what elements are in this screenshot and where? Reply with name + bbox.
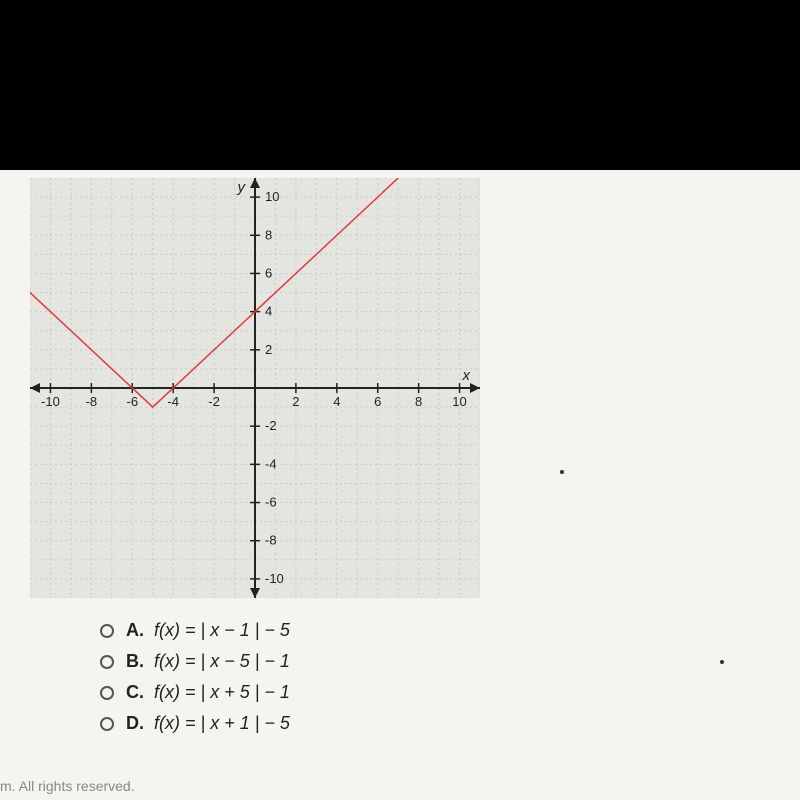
svg-text:8: 8 xyxy=(265,227,272,242)
svg-text:6: 6 xyxy=(265,265,272,280)
svg-text:10: 10 xyxy=(452,394,466,409)
stray-dot xyxy=(720,660,724,664)
svg-text:-4: -4 xyxy=(167,394,179,409)
svg-text:8: 8 xyxy=(415,394,422,409)
absolute-value-graph: -10 -8 -6 -4 -2 2 4 6 8 10 -10 -8 -6 -4 -2 2 4 6 8 10 x y xyxy=(30,178,480,598)
svg-text:2: 2 xyxy=(265,342,272,357)
svg-text:y: y xyxy=(237,179,247,196)
radio-icon[interactable] xyxy=(100,624,114,638)
option-letter: C. xyxy=(126,682,154,703)
svg-text:4: 4 xyxy=(265,304,272,319)
option-expression: f(x) = | x − 1 | − 5 xyxy=(154,620,290,641)
svg-text:x: x xyxy=(462,367,471,384)
option-expression: f(x) = | x + 5 | − 1 xyxy=(154,682,290,703)
stray-dot xyxy=(560,470,564,474)
answer-options: A. f(x) = | x − 1 | − 5 B. f(x) = | x − … xyxy=(100,610,500,744)
option-expression: f(x) = | x + 1 | − 5 xyxy=(154,713,290,734)
graph-panel: -10 -8 -6 -4 -2 2 4 6 8 10 -10 -8 -6 -4 -2 2 4 6 8 10 x y xyxy=(30,178,480,598)
option-a[interactable]: A. f(x) = | x − 1 | − 5 xyxy=(100,620,500,641)
radio-icon[interactable] xyxy=(100,655,114,669)
svg-text:-10: -10 xyxy=(41,394,60,409)
svg-text:-2: -2 xyxy=(208,394,220,409)
svg-text:2: 2 xyxy=(292,394,299,409)
option-expression: f(x) = | x − 5 | − 1 xyxy=(154,651,290,672)
svg-text:4: 4 xyxy=(333,394,340,409)
option-letter: D. xyxy=(126,713,154,734)
option-letter: B. xyxy=(126,651,154,672)
svg-text:10: 10 xyxy=(265,189,279,204)
svg-text:-2: -2 xyxy=(265,418,277,433)
svg-text:6: 6 xyxy=(374,394,381,409)
option-d[interactable]: D. f(x) = | x + 1 | − 5 xyxy=(100,713,500,734)
svg-text:-6: -6 xyxy=(265,495,277,510)
radio-icon[interactable] xyxy=(100,717,114,731)
radio-icon[interactable] xyxy=(100,686,114,700)
svg-text:-10: -10 xyxy=(265,571,284,586)
svg-text:-4: -4 xyxy=(265,456,277,471)
svg-text:-6: -6 xyxy=(126,394,138,409)
option-b[interactable]: B. f(x) = | x − 5 | − 1 xyxy=(100,651,500,672)
footer-text: m. All rights reserved. xyxy=(0,778,135,794)
svg-text:-8: -8 xyxy=(265,533,277,548)
option-c[interactable]: C. f(x) = | x + 5 | − 1 xyxy=(100,682,500,703)
worksheet-page: -10 -8 -6 -4 -2 2 4 6 8 10 -10 -8 -6 -4 -2 2 4 6 8 10 x y A. … xyxy=(0,170,800,800)
option-letter: A. xyxy=(126,620,154,641)
svg-text:-8: -8 xyxy=(86,394,98,409)
